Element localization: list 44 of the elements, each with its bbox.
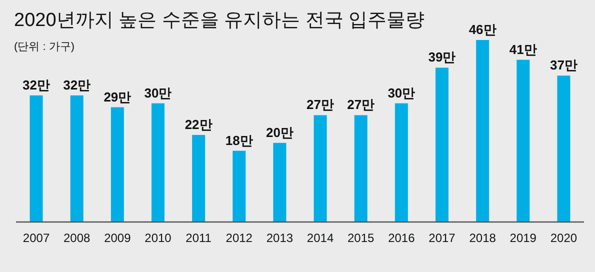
data-label: 27만 <box>306 97 334 112</box>
x-tick-label: 2012 <box>226 231 253 245</box>
bar <box>516 60 530 222</box>
data-label: 41만 <box>509 42 537 57</box>
x-tick-label: 2013 <box>266 231 294 245</box>
bar <box>30 95 43 222</box>
data-label: 32만 <box>22 77 50 92</box>
x-tick-label: 2011 <box>186 231 212 245</box>
bar <box>232 150 246 222</box>
data-label: 30만 <box>388 85 416 100</box>
x-tick-label: 2017 <box>428 231 456 245</box>
bar <box>436 68 448 222</box>
bar <box>110 107 124 222</box>
data-label: 32만 <box>63 77 91 92</box>
bar <box>557 76 570 222</box>
x-tick-label: 2010 <box>144 231 172 245</box>
data-label: 29만 <box>104 89 132 104</box>
x-tick-label: 2014 <box>306 231 334 245</box>
data-label: 20만 <box>266 124 294 140</box>
bar <box>314 115 327 222</box>
chart-subtitle: (단위 : 가구) <box>14 41 74 53</box>
x-tick-label: 2018 <box>469 231 496 245</box>
bar <box>192 134 206 222</box>
bar <box>394 103 408 222</box>
data-label: 30만 <box>144 85 172 100</box>
data-label: 27만 <box>347 97 375 112</box>
x-tick-label: 2019 <box>510 231 537 245</box>
x-tick-label: 2020 <box>550 231 578 245</box>
bar <box>70 95 84 222</box>
bar <box>354 115 368 222</box>
data-label: 46만 <box>468 22 496 37</box>
chart-title: 2020년까지 높은 수준을 유지하는 전국 입주물량 <box>14 10 425 31</box>
x-tick-label: 2009 <box>104 231 132 245</box>
x-tick-label: 2007 <box>22 231 50 245</box>
bar <box>476 40 490 222</box>
x-tick-label: 2008 <box>64 231 91 245</box>
data-label: 39만 <box>428 50 456 65</box>
x-tick-label: 2016 <box>388 231 416 245</box>
x-tick-label: 2015 <box>348 231 375 245</box>
data-label: 18만 <box>225 132 253 148</box>
data-label: 37만 <box>550 58 578 73</box>
bar <box>152 103 164 222</box>
bar <box>273 142 286 222</box>
data-label: 22만 <box>184 116 212 132</box>
